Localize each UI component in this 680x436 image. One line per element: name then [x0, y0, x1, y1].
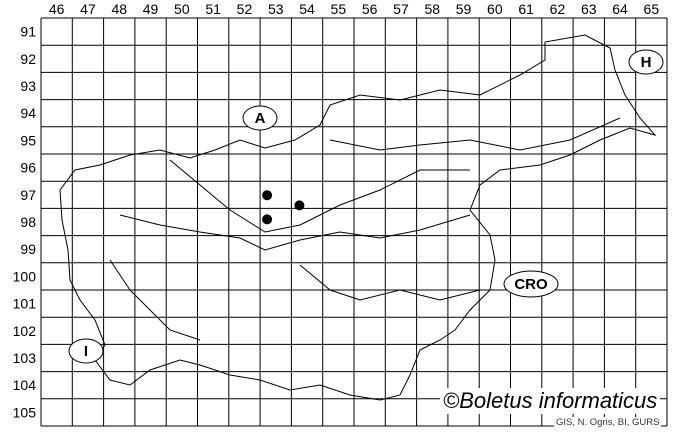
country-badge — [628, 49, 664, 75]
row-label: 100 — [13, 268, 37, 284]
row-label: 96 — [20, 160, 36, 176]
column-label: 64 — [612, 1, 628, 17]
country-badge — [68, 338, 104, 364]
row-label: 93 — [20, 78, 36, 94]
row-label: 97 — [20, 187, 36, 203]
row-label: 91 — [20, 24, 36, 40]
column-label: 65 — [644, 1, 660, 17]
column-label: 49 — [143, 1, 159, 17]
column-label: 50 — [174, 1, 190, 17]
column-label: 58 — [424, 1, 440, 17]
border-slovenia — [59, 34, 657, 401]
country-label: CRO — [514, 276, 548, 293]
row-label: 94 — [20, 105, 36, 121]
grid: 46 47 48 49 50 51 52 53 54 55 56 57 58 59 60 61 62 63 64 65… — [13, 1, 668, 427]
column-label: 56 — [362, 1, 378, 17]
river — [119, 214, 471, 251]
river — [169, 159, 470, 233]
row-label: 95 — [20, 132, 36, 148]
country-label: H — [641, 54, 652, 71]
column-label: 48 — [111, 1, 127, 17]
column-label: 46 — [49, 1, 65, 17]
row-label: 105 — [13, 404, 37, 420]
river — [329, 117, 621, 151]
column-label: 59 — [456, 1, 472, 17]
country-badge — [242, 105, 278, 131]
column-label: 55 — [331, 1, 347, 17]
credit: ©Boletus informaticus — [440, 388, 661, 414]
row-label: 104 — [13, 377, 37, 393]
row-label: 99 — [20, 241, 36, 257]
record-dot — [294, 200, 305, 211]
column-label: 62 — [550, 1, 566, 17]
records — [262, 190, 305, 225]
column-label: 63 — [581, 1, 597, 17]
column-label: 47 — [80, 1, 96, 17]
country-outline — [59, 34, 657, 401]
column-label: 54 — [299, 1, 315, 17]
river — [299, 264, 481, 301]
column-label: 51 — [205, 1, 221, 17]
row-label: 102 — [13, 323, 37, 339]
column-label: 52 — [237, 1, 253, 17]
column-label: 60 — [487, 1, 503, 17]
column-label: 61 — [518, 1, 534, 17]
source: GIS, N. Ogris, BI, GURS — [554, 417, 662, 428]
row-label: 98 — [20, 214, 36, 230]
column-label: 53 — [268, 1, 284, 17]
row-label: 92 — [20, 51, 36, 67]
country-label: A — [255, 110, 266, 127]
column-label: 57 — [393, 1, 409, 17]
row-label: 101 — [13, 296, 37, 312]
row-label: 103 — [13, 350, 37, 366]
country-labels: A H CRO I — [68, 49, 664, 364]
record-dot — [262, 214, 273, 225]
country-badge — [503, 270, 559, 298]
record-dot — [262, 190, 273, 201]
river — [109, 259, 201, 341]
country-label: I — [84, 343, 88, 360]
